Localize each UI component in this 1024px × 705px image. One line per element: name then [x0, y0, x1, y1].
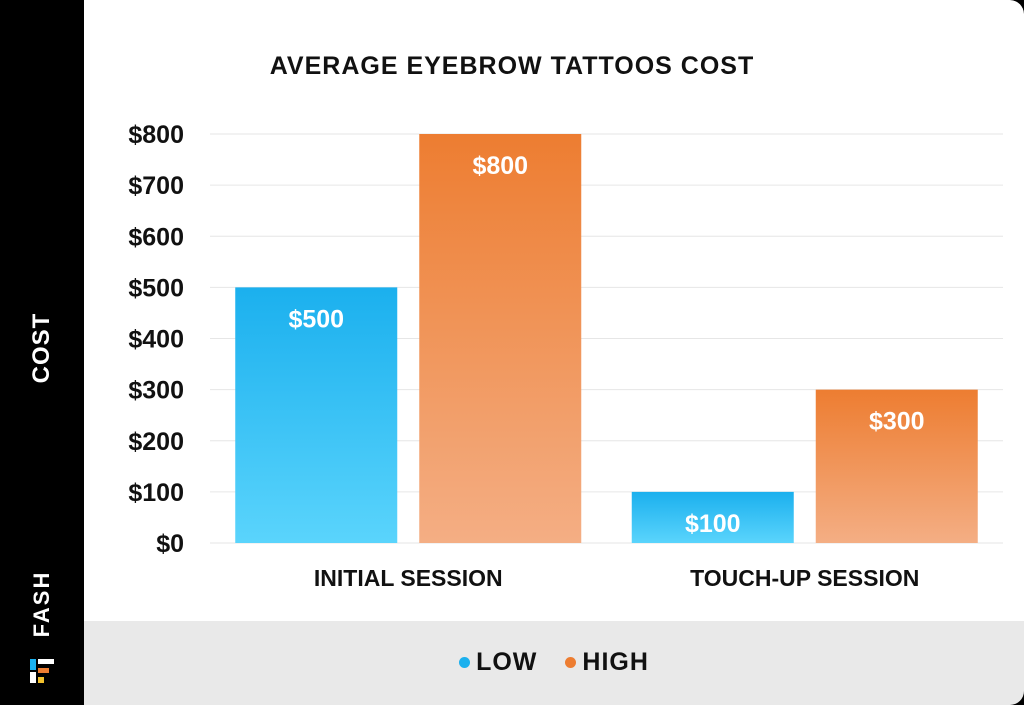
legend-bar	[84, 621, 1024, 705]
legend-item-high: HIGH	[565, 648, 649, 677]
data-labels: $500 $800 $100 $300	[288, 152, 924, 538]
legend: LOW HIGH	[84, 648, 1024, 677]
legend-swatch-low	[459, 657, 471, 668]
chart-title: AVERAGE EYEBROW TATTOOS COST	[269, 52, 755, 80]
x-category-label: TOUCH-UP SESSION	[690, 565, 919, 591]
legend-item-low: LOW	[459, 648, 537, 677]
x-axis-categories: INITIAL SESSION TOUCH-UP SESSION	[314, 565, 919, 591]
x-category-label: INITIAL SESSION	[314, 565, 503, 591]
bar-high-1	[815, 389, 978, 543]
bar-low-0	[235, 287, 398, 543]
y-tick-label: $800	[128, 121, 184, 149]
y-tick-label: $0	[156, 530, 184, 558]
data-label: $500	[288, 305, 344, 333]
bar-high-0	[419, 134, 582, 543]
legend-label-high: HIGH	[582, 648, 649, 676]
y-axis-ticks: $0 $100 $200 $300 $400 $500 $600 $700 $800	[128, 121, 184, 558]
y-tick-label: $600	[128, 223, 184, 251]
y-tick-label: $300	[128, 377, 184, 405]
bar-chart: $0$100$200$300$400$500$600$700$800 $500$…	[128, 121, 1003, 591]
y-tick-label: $700	[128, 172, 184, 200]
legend-label-low: LOW	[476, 648, 538, 676]
data-label: $100	[685, 510, 741, 538]
y-tick-label: $200	[128, 428, 184, 456]
sidebar: COST FASH	[0, 0, 84, 705]
data-label: $800	[472, 152, 528, 180]
bars	[235, 134, 978, 543]
bar-low-1	[631, 491, 794, 543]
y-tick-label: $500	[128, 274, 184, 302]
y-tick-label: $100	[128, 479, 184, 507]
legend-swatch-high	[565, 657, 577, 668]
y-tick-label: $400	[128, 326, 184, 354]
brand-logo-icon	[30, 659, 54, 683]
data-label: $300	[869, 408, 925, 436]
